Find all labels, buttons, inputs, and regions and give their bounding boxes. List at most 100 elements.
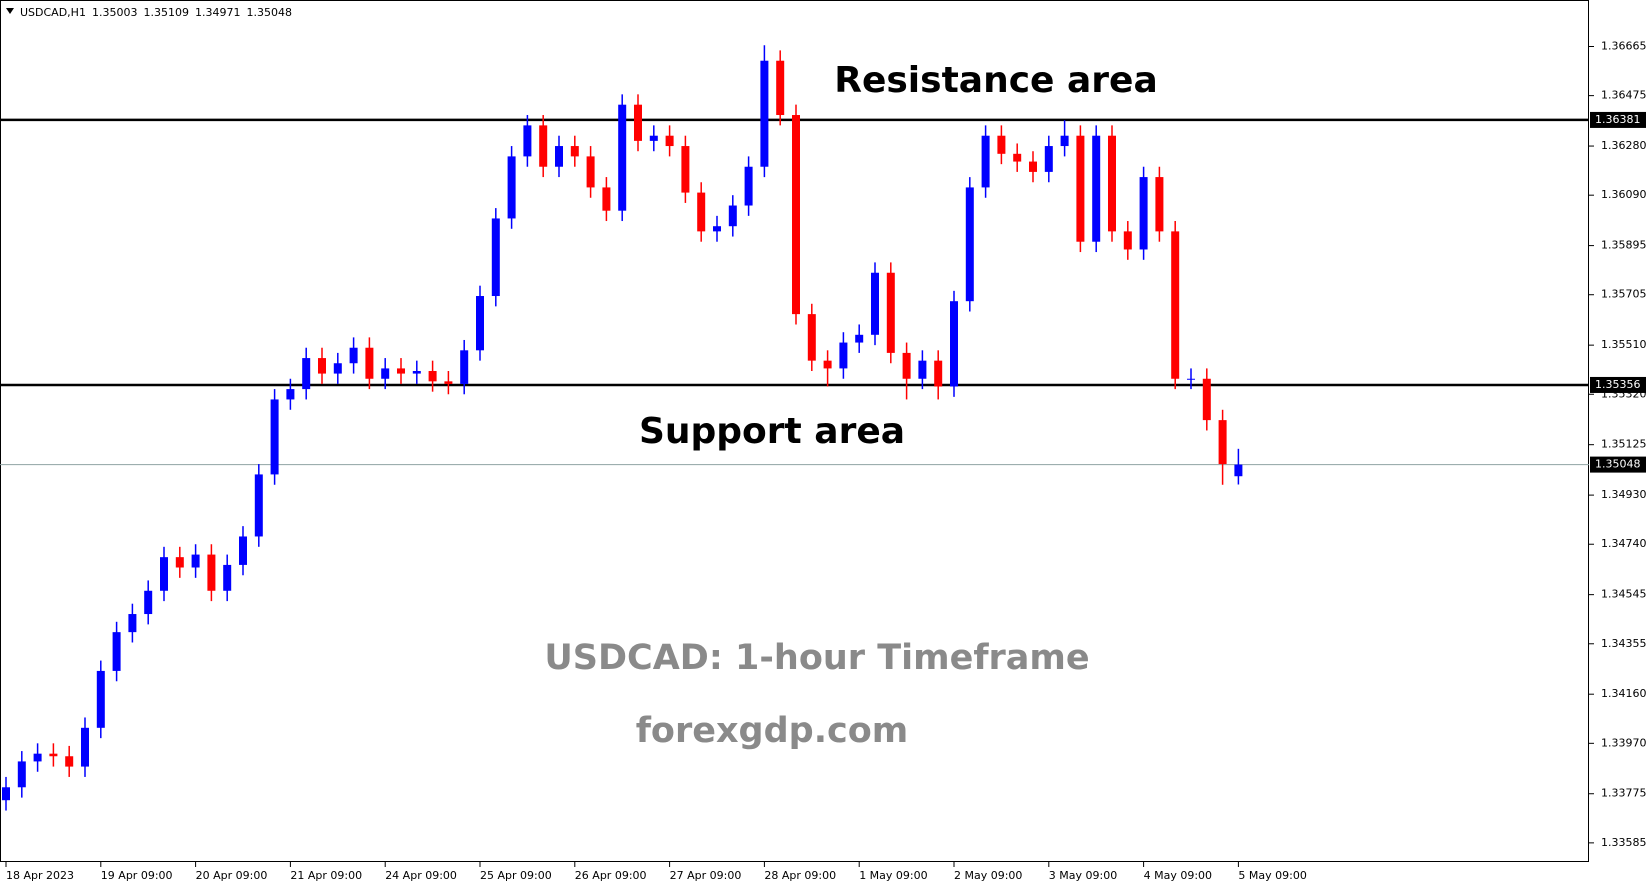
candle-body: [855, 334, 864, 343]
level-line-tag: [1590, 376, 1646, 393]
candle-body: [807, 314, 816, 361]
candle-body: [365, 347, 374, 379]
candle-body: [1155, 177, 1164, 232]
candle-body: [634, 104, 642, 141]
price-line-tag: [1590, 456, 1646, 473]
candle-body: [697, 192, 706, 232]
header-symbol: USDCAD,H1: [20, 6, 86, 19]
candle-body: [286, 389, 295, 400]
level-line-tag: [1590, 111, 1646, 128]
x-tick-label: 28 Apr 09:00: [764, 869, 836, 882]
level-line-label: 1.35356: [1595, 378, 1641, 391]
candle-body: [1076, 135, 1085, 242]
timeframe-label: USDCAD: 1-hour Timeframe: [544, 638, 1089, 678]
candle-body: [665, 135, 674, 147]
header-high: 1.35109: [143, 6, 189, 19]
candle-body: [823, 360, 832, 369]
y-tick-label: 1.35895: [1601, 239, 1647, 252]
candle-body: [744, 166, 753, 206]
candle-body: [412, 370, 421, 374]
price-line-label: 1.35048: [1595, 458, 1641, 471]
candle-body: [918, 360, 927, 379]
candle-body: [1234, 464, 1243, 477]
candle-body: [586, 156, 595, 188]
y-tick-label: 1.35510: [1601, 338, 1647, 351]
candle-body: [349, 347, 358, 364]
candle-body: [649, 135, 658, 141]
x-tick-label: 19 Apr 09:00: [101, 869, 173, 882]
candle-body: [1218, 420, 1227, 465]
candle-body: [555, 146, 563, 167]
x-tick-label: 1 May 09:00: [859, 869, 927, 882]
level-line-label: 1.36381: [1595, 113, 1641, 126]
candle-body: [144, 590, 153, 615]
candle-body: [49, 753, 58, 757]
candle-body: [539, 125, 548, 167]
menu-arrow: [6, 8, 14, 14]
candle-body: [1108, 135, 1116, 232]
candle-body: [175, 557, 184, 568]
y-tick-label: 1.35705: [1601, 288, 1647, 301]
candle-body: [17, 761, 26, 788]
x-tick-label: 18 Apr 2023: [6, 869, 74, 882]
candle-body: [1187, 378, 1195, 380]
candle-body: [1171, 231, 1180, 379]
y-tick-label: 1.34355: [1601, 637, 1647, 650]
candle-body: [254, 474, 263, 537]
x-tick-label: 21 Apr 09:00: [290, 869, 362, 882]
candle-body: [886, 272, 895, 353]
candle-body: [902, 352, 911, 379]
resistance-label: Resistance area: [834, 60, 1158, 101]
candle-body: [397, 368, 405, 374]
header-open: 1.35003: [92, 6, 138, 19]
y-tick-label: 1.33970: [1601, 736, 1647, 749]
x-tick-label: 20 Apr 09:00: [196, 869, 268, 882]
candle-body: [934, 360, 943, 387]
plot-frame: [0, 0, 1589, 862]
x-tick-label: 27 Apr 09:00: [670, 869, 742, 882]
y-tick-label: 1.36090: [1601, 188, 1647, 201]
y-tick-label: 1.34160: [1601, 687, 1647, 700]
x-tick-label: 3 May 09:00: [1049, 869, 1117, 882]
candle-body: [270, 399, 279, 475]
y-tick-label: 1.36665: [1601, 40, 1647, 53]
x-tick-label: 26 Apr 09:00: [575, 869, 647, 882]
candle-body: [428, 370, 437, 382]
candle-body: [728, 205, 737, 227]
candle-body: [776, 60, 785, 116]
candle-body: [1044, 146, 1053, 172]
candle-body: [207, 554, 216, 591]
candle-body: [160, 557, 168, 591]
candle-body: [681, 146, 690, 193]
candle-body: [1202, 378, 1211, 421]
candle-body: [381, 368, 390, 379]
y-tick-label: 1.33585: [1601, 836, 1647, 849]
candle-body: [523, 125, 532, 157]
x-tick-label: 25 Apr 09:00: [480, 869, 552, 882]
candle-body: [871, 272, 879, 335]
candle-body: [318, 358, 326, 374]
candle-body: [950, 301, 958, 387]
candle-body: [191, 554, 200, 568]
x-tick-label: 5 May 09:00: [1238, 869, 1306, 882]
candle-body: [65, 756, 74, 767]
candle-body: [112, 632, 121, 671]
candle-body: [128, 614, 137, 633]
header-close: 1.35048: [246, 6, 292, 19]
candle-body: [1013, 153, 1022, 162]
site-label: forexgdp.com: [636, 711, 909, 751]
candle-body: [618, 104, 627, 211]
candle-body: [965, 187, 974, 302]
candle-body: [81, 727, 89, 767]
candle-body: [1060, 135, 1069, 147]
candle-body: [1092, 135, 1101, 242]
candle-body: [444, 381, 453, 384]
candle-body: [839, 342, 848, 369]
candle-body: [96, 670, 105, 728]
header-low: 1.34971: [195, 6, 241, 19]
y-tick-label: 1.35125: [1601, 438, 1647, 451]
candle-body: [223, 564, 232, 591]
candle-body: [1123, 231, 1132, 250]
candle-body: [302, 358, 311, 390]
